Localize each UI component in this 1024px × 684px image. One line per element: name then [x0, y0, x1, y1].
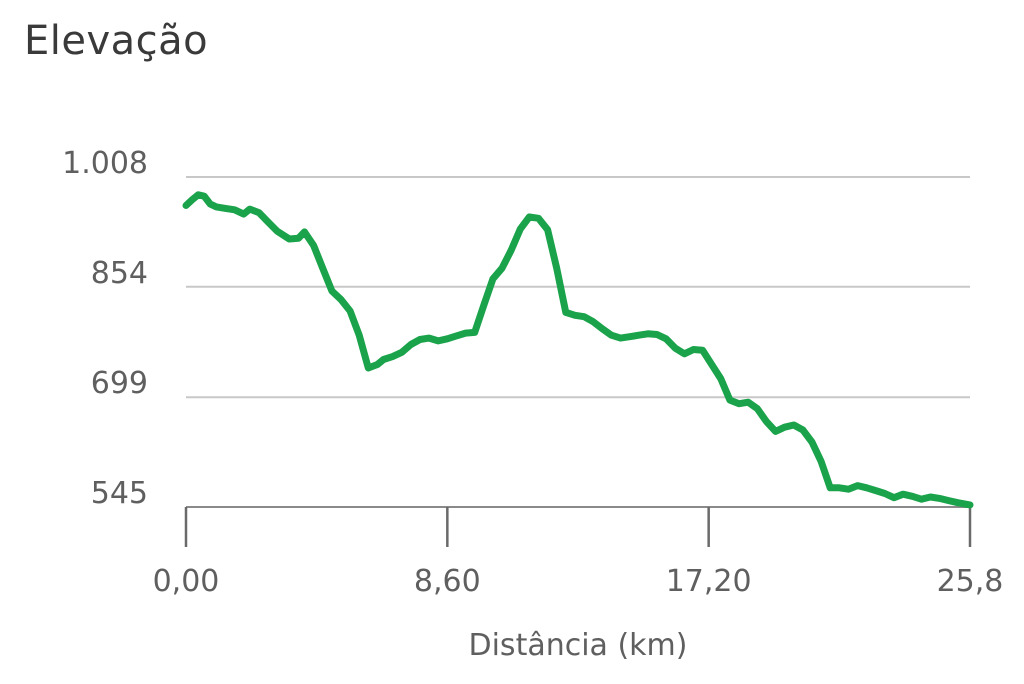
x-tick-label: 17,20 — [666, 564, 752, 599]
elevation-line — [182, 191, 974, 509]
x-axis-label: Distância (km) — [469, 628, 688, 663]
chart-title: Elevação — [24, 18, 209, 64]
series-group — [182, 191, 974, 509]
x-tick-label: 8,60 — [414, 564, 481, 599]
y-tick-label: 1.008 — [62, 146, 148, 181]
x-tick-label: 25,8 — [937, 564, 1004, 599]
y-tick-label: 699 — [91, 366, 148, 401]
x-axis: 0,00 8,60 17,20 25,8 — [153, 506, 1004, 599]
y-axis-ticks: 545 699 854 1.008 — [62, 146, 148, 511]
grid-lines — [186, 176, 970, 399]
y-tick-label: 854 — [91, 256, 148, 291]
x-tick-label: 0,00 — [153, 564, 220, 599]
y-tick-label: 545 — [91, 476, 148, 511]
